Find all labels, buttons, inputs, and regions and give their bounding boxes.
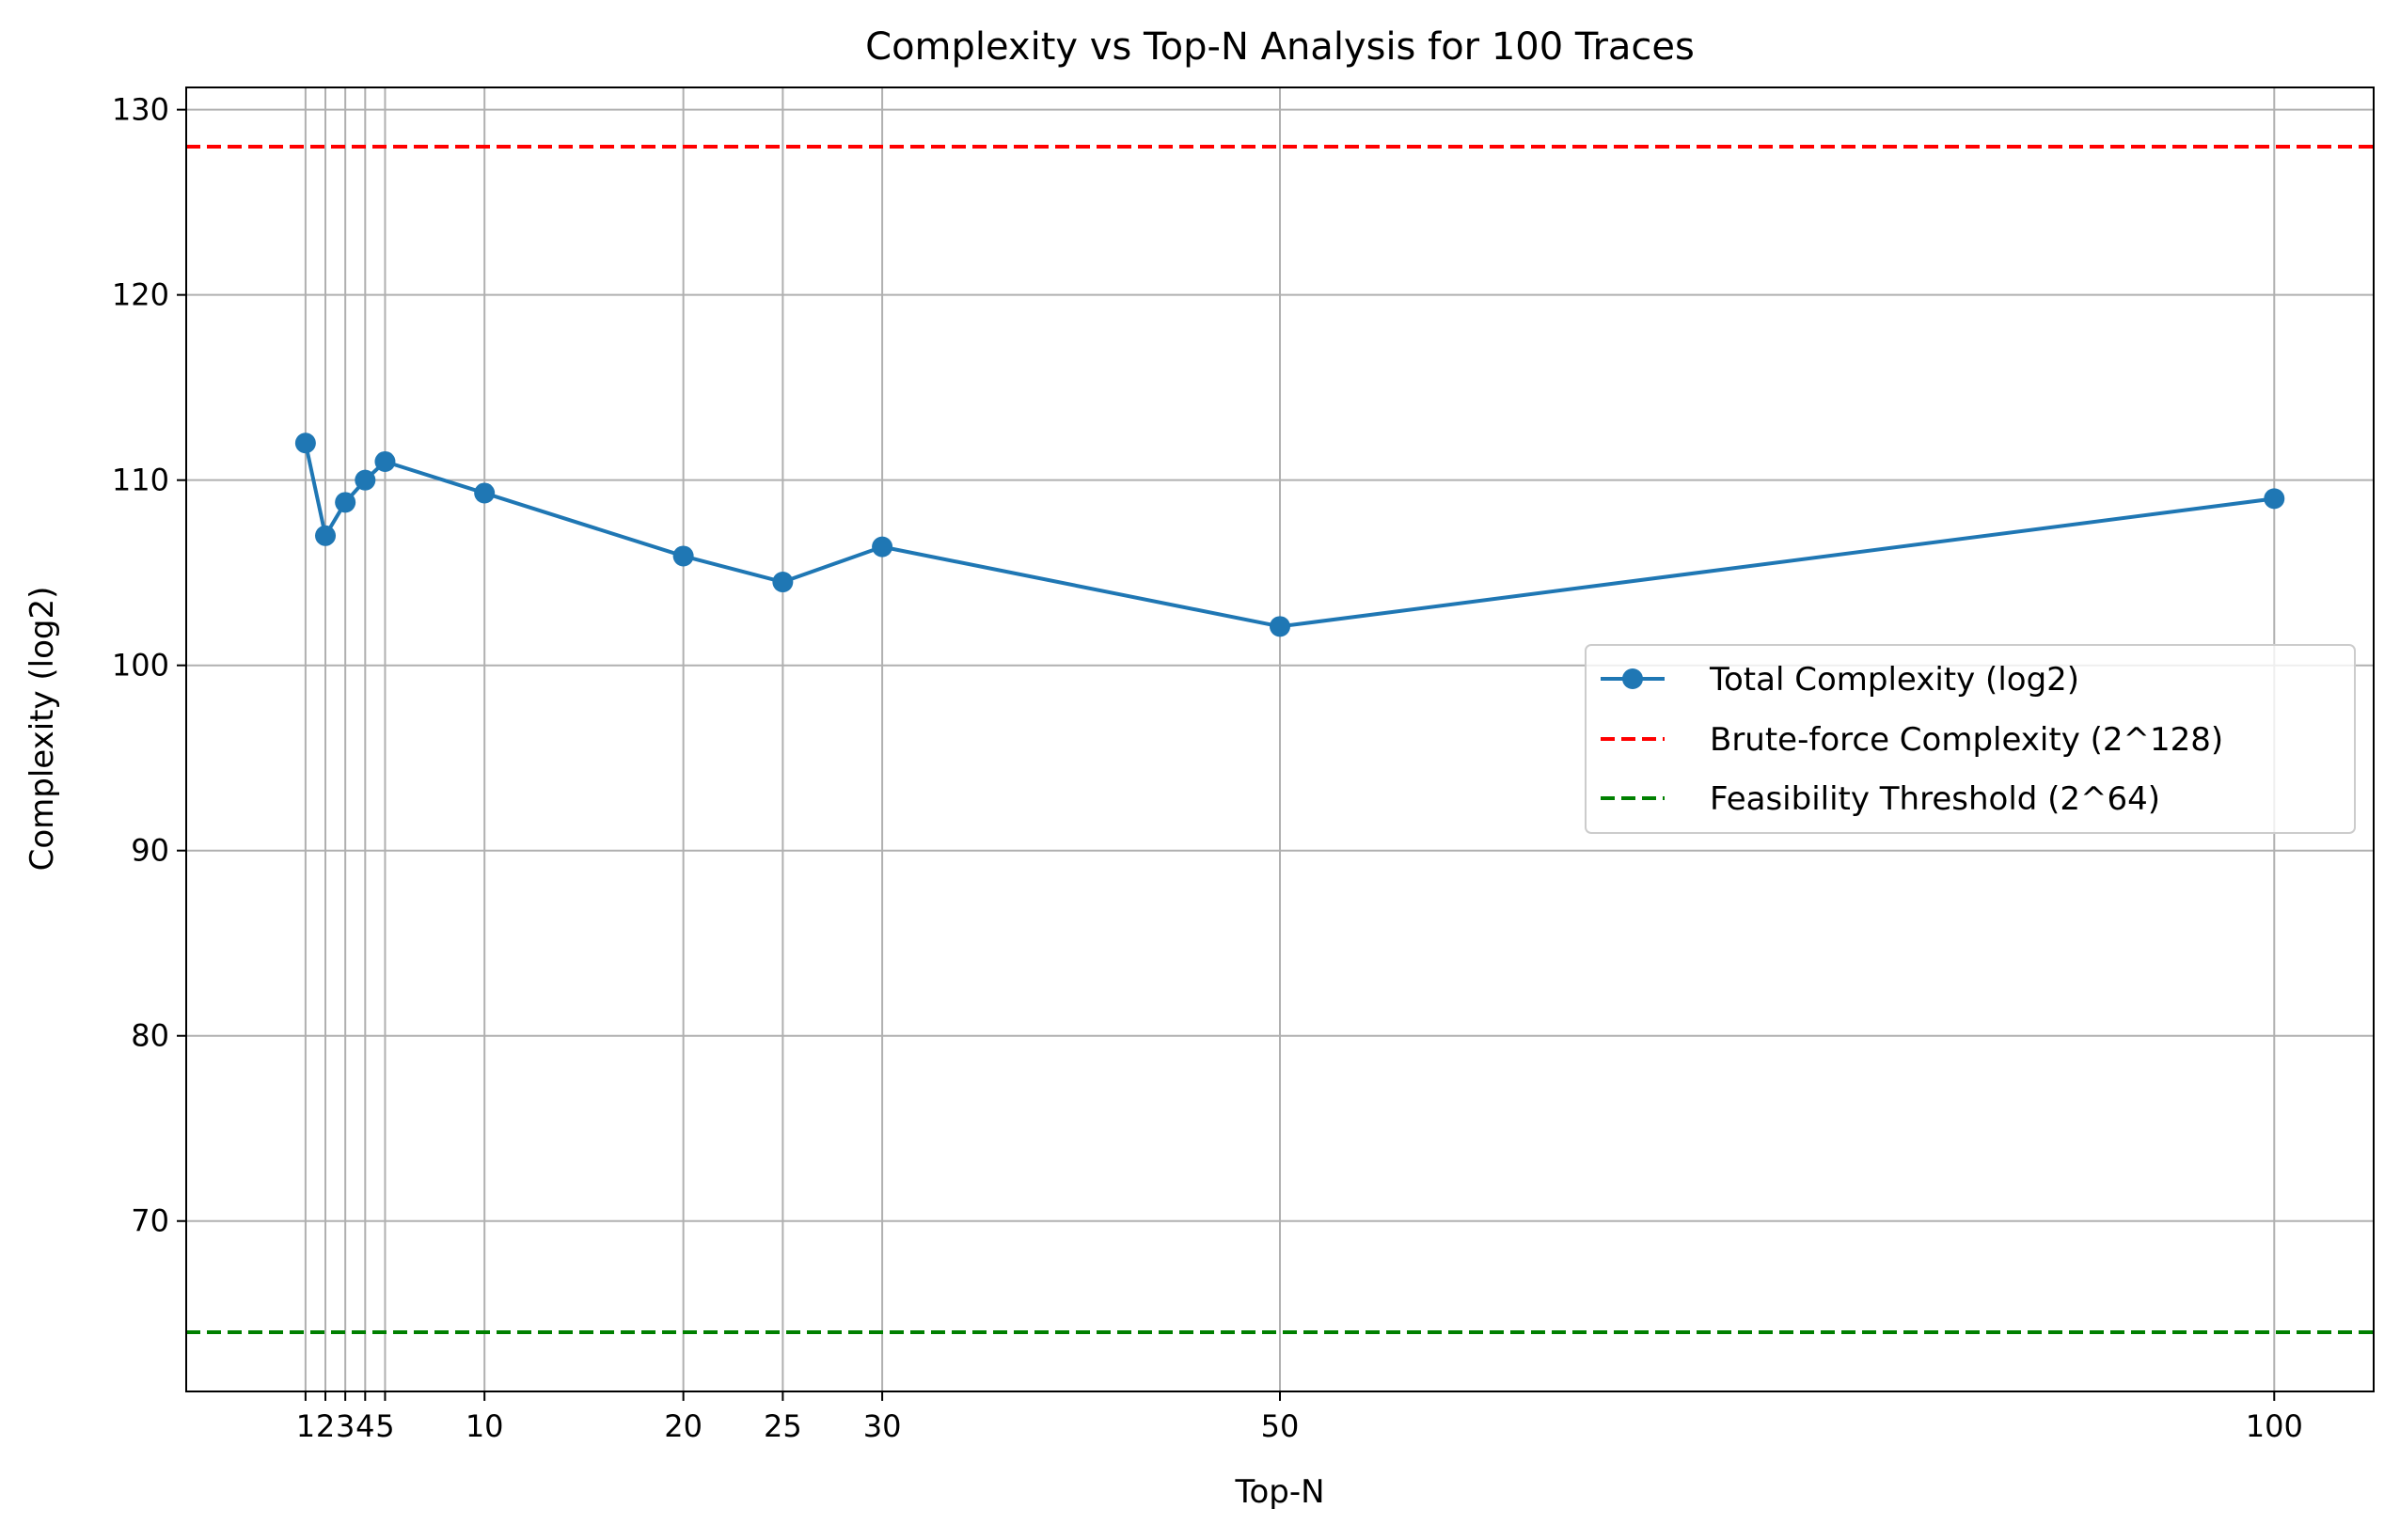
data-point [294, 432, 316, 454]
x-tick-label: 10 [466, 1408, 504, 1444]
data-point [335, 492, 356, 513]
y-tick-label: 90 [131, 833, 169, 869]
x-tick-label: 2 [316, 1408, 335, 1444]
data-point [672, 545, 694, 567]
y-tick-label: 100 [112, 648, 169, 684]
legend-label-feasibility: Feasibility Threshold (2^64) [1710, 780, 2160, 818]
x-tick-label: 20 [664, 1408, 703, 1444]
reference-lines [186, 145, 2374, 1334]
data-point [2264, 488, 2285, 510]
data-point [315, 525, 337, 546]
x-axis-ticks: 1 2 3 4 5 10 20 25 30 50 100 [296, 1391, 2303, 1444]
x-tick-label: 4 [355, 1408, 374, 1444]
data-point [1270, 616, 1290, 637]
data-point [772, 572, 794, 593]
x-tick-label: 5 [375, 1408, 394, 1444]
x-tick-label: 1 [296, 1408, 315, 1444]
chart-title: Complexity vs Top-N Analysis for 100 Tra… [865, 25, 1695, 69]
y-tick-label: 120 [112, 277, 169, 313]
y-tick-label: 70 [131, 1203, 169, 1239]
data-point [355, 469, 376, 491]
y-tick-label: 130 [112, 92, 169, 128]
y-tick-label: 80 [131, 1018, 169, 1054]
data-point [474, 482, 496, 504]
series-line-total-complexity [303, 442, 2275, 629]
y-tick-label: 110 [112, 463, 169, 498]
y-axis-label: Complexity (log2) [24, 587, 61, 872]
legend-marker-total-complexity [1622, 668, 1643, 689]
legend-box [1585, 644, 2356, 834]
series-layer [294, 432, 2285, 637]
x-tick-label: 30 [863, 1408, 902, 1444]
data-point [872, 536, 893, 558]
x-tick-label: 50 [1261, 1408, 1300, 1444]
x-tick-label: 3 [336, 1408, 355, 1444]
x-tick-label: 25 [764, 1408, 802, 1444]
legend-label-brute-force: Brute-force Complexity (2^128) [1710, 721, 2223, 759]
data-point [374, 450, 396, 472]
x-tick-label: 100 [2246, 1408, 2303, 1444]
grid-lines [186, 87, 2374, 1391]
x-axis-label: Top-N [1234, 1473, 1324, 1511]
legend-label-total-complexity: Total Complexity (log2) [1709, 661, 2079, 699]
legend: Total Complexity (log2) Brute-force Comp… [1585, 644, 2356, 834]
y-axis-ticks: 70 80 90 100 110 120 130 [112, 92, 186, 1239]
